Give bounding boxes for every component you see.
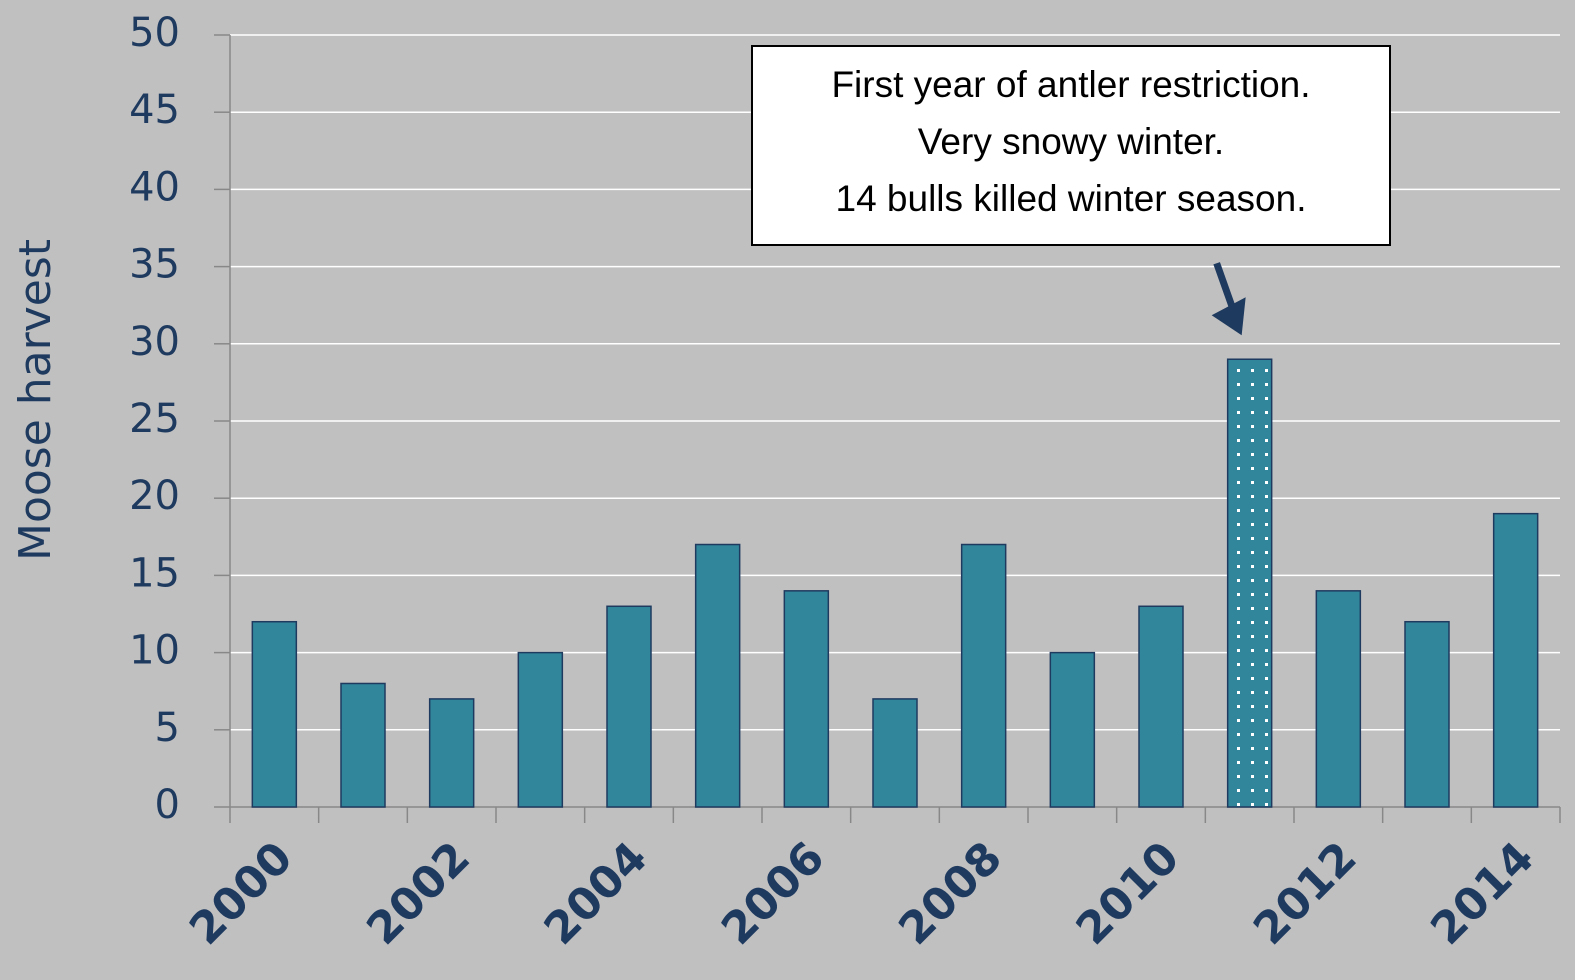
- y-tick-label: 50: [129, 10, 180, 56]
- bar: [783, 590, 830, 808]
- bar: [1049, 651, 1096, 808]
- annotation-text: Very snowy winter.: [918, 121, 1224, 162]
- y-tick-label: 5: [155, 705, 180, 751]
- annotation-text: 14 bulls killed winter season.: [836, 178, 1307, 219]
- bar: [428, 698, 475, 808]
- y-tick-label: 30: [129, 319, 180, 365]
- annotation-text: First year of antler restriction.: [831, 64, 1310, 105]
- bar: [1492, 512, 1539, 808]
- y-tick-label: 0: [155, 782, 180, 828]
- bar: [517, 651, 564, 808]
- bar: [960, 543, 1007, 808]
- bar: [1226, 358, 1273, 808]
- y-tick-label: 25: [129, 396, 180, 442]
- y-tick-label: 10: [129, 628, 180, 674]
- bar: [1404, 620, 1450, 808]
- arrow-head: [1211, 297, 1246, 336]
- y-tick-label: 40: [129, 164, 180, 210]
- y-tick-label: 35: [129, 242, 180, 288]
- y-tick-label: 15: [129, 550, 180, 596]
- bar: [340, 682, 386, 808]
- bar: [606, 605, 652, 808]
- y-axis-title: Moose harvest: [10, 239, 61, 561]
- annotation-box: [751, 45, 1391, 246]
- bar: [251, 620, 298, 808]
- bar: [1138, 605, 1184, 808]
- bar: [1315, 590, 1362, 808]
- y-tick-label: 45: [129, 87, 180, 133]
- bar: [694, 543, 741, 808]
- bar: [872, 698, 918, 808]
- y-tick-label: 20: [129, 473, 180, 519]
